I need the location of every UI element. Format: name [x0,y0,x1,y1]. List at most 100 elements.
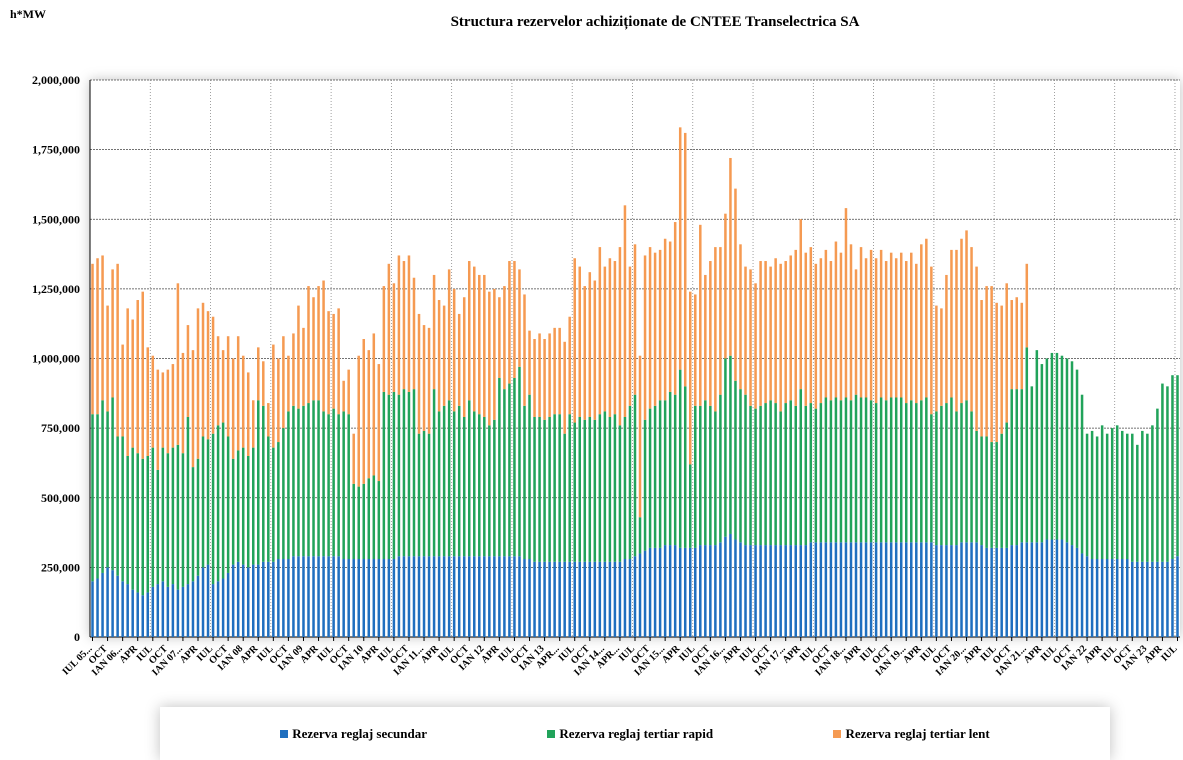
bar-segment [467,261,471,401]
bar-segment [407,556,411,637]
bar-segment [387,263,391,395]
bar-segment [889,252,893,398]
bar-segment [588,561,592,637]
bar-segment [221,350,225,423]
bar-segment [437,300,441,412]
bar-segment [869,542,873,637]
bar-segment [980,300,983,437]
bar-segment [568,316,571,415]
bar-segment [106,411,109,568]
bar-segment [402,389,406,557]
bar-segment [452,556,456,637]
bar-segment [799,389,803,546]
bar-segment [704,274,707,401]
bar-segment [432,556,436,637]
bar-segment [171,447,175,585]
bar-segment [211,584,215,637]
bar-segment [437,411,441,557]
bar-segment [467,556,471,637]
bar-segment [563,433,566,562]
bar-segment [774,545,777,637]
bar-segment [116,436,119,576]
bar-segment [628,266,632,406]
bar-segment [553,327,556,415]
bar-segment [1015,297,1019,390]
bar-segment [608,258,612,417]
bar-segment [417,313,421,434]
bar-segment [156,584,160,637]
bar-segment [262,361,265,406]
bar-segment [201,302,205,437]
bar-segment [874,403,878,543]
bar-segment [1045,358,1049,540]
bar-segment [392,559,396,637]
bar-segment [794,249,797,406]
bar-segment [382,559,386,637]
bar-segment [960,542,963,637]
bar-segment [457,556,461,637]
bar-segment [111,570,114,637]
bar-segment [347,414,350,560]
bar-segment [784,261,787,404]
bar-segment [417,556,421,637]
bar-segment [488,425,491,557]
bar-segment [1010,389,1013,546]
bar-segment [623,205,627,417]
bar-segment [116,263,119,437]
bar-segment [1050,352,1054,540]
bar-segment [613,261,617,415]
bar-segment [668,241,672,392]
bar-segment [950,249,953,398]
legend-swatch [833,729,842,738]
bar-segment [392,283,396,392]
bar-segment [874,258,878,404]
bar-segment [226,572,230,637]
legend-item: Rezerva reglaj secundar [280,726,427,742]
bar-segment [683,386,687,548]
bar-segment [879,249,883,398]
bar-segment [473,556,476,637]
bar-segment [317,556,320,637]
bar-segment [282,428,285,560]
bar-segment [704,400,707,546]
bar-segment [774,403,777,546]
bar-segment [191,350,195,468]
bar-segment [257,564,260,637]
bar-segment [447,556,451,637]
bar-segment [1080,394,1084,554]
bar-segment [950,545,953,637]
bar-segment [824,542,828,637]
bar-segment [744,545,747,637]
bar-segment [432,274,436,390]
bar-segment [327,311,330,415]
bar-segment [694,294,697,406]
bar-segment [608,561,612,637]
bar-segment [96,258,99,415]
bar-segment [910,542,913,637]
bar-segment [146,592,150,637]
bar-segment [422,325,426,431]
bar-segment [638,355,642,518]
bar-segment [714,545,717,637]
bar-segment [839,542,843,637]
bar-segment [1146,433,1149,562]
bar-segment [141,458,144,596]
legend-label: Rezerva reglaj tertiar lent [845,725,990,741]
bar-segment [206,564,210,637]
bar-segment [925,542,928,637]
bar-segment [307,286,310,404]
bar-segment [633,244,637,395]
bar-segment [322,411,325,557]
bar-segment [131,589,134,637]
bar-segment [834,241,838,398]
bar-segment [884,542,888,637]
bar-segment [362,559,366,637]
bar-segment [292,556,295,637]
bar-segment [201,567,205,637]
bar-segment [156,369,160,470]
bar-segment [528,559,531,637]
bar-segment [1131,433,1134,562]
bar-segment [101,255,104,401]
bar-segment [759,261,762,406]
bar-segment [478,414,481,557]
